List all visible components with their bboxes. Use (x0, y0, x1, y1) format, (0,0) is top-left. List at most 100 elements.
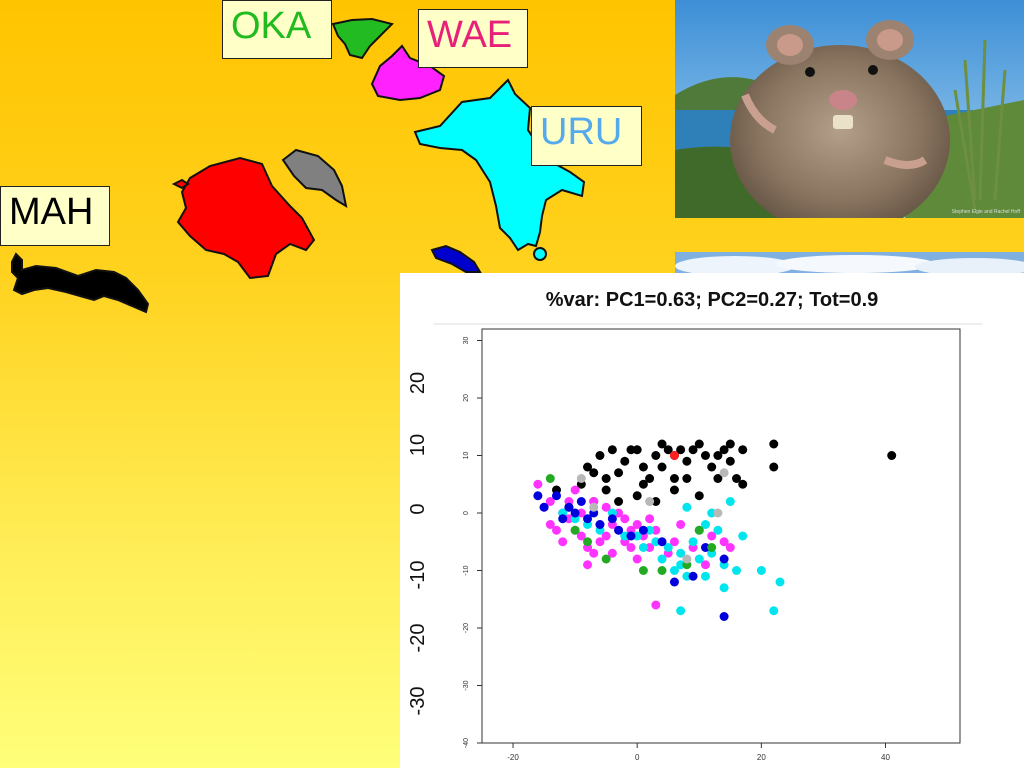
data-points (533, 439, 897, 621)
data-point (669, 537, 679, 547)
data-point (719, 554, 729, 564)
data-point (589, 548, 599, 558)
x-tick-label: 0 (635, 753, 640, 762)
data-point (583, 462, 593, 472)
data-point (682, 456, 692, 466)
data-point (725, 543, 735, 552)
data-point (663, 445, 673, 455)
data-point (583, 560, 593, 570)
y-tick-label: -10 (463, 565, 470, 575)
data-point (682, 502, 692, 512)
data-point (725, 439, 735, 449)
y-tick-label: 0 (463, 511, 470, 515)
y-outer-tick-label: 10 (407, 434, 429, 456)
data-point (645, 525, 655, 535)
data-point (533, 479, 543, 489)
data-point (564, 514, 574, 524)
data-point (595, 451, 605, 460)
data-point (707, 508, 717, 518)
data-point (700, 543, 710, 552)
data-point (657, 462, 667, 472)
island-blue (430, 244, 482, 273)
data-point (638, 479, 648, 489)
y-tick-label: 20 (463, 394, 470, 402)
data-point (887, 451, 897, 460)
data-point (651, 537, 661, 547)
data-point (558, 514, 568, 524)
data-point (545, 497, 555, 506)
label-mah: MAH (0, 186, 110, 246)
data-point (769, 606, 779, 616)
island-red (176, 156, 316, 280)
data-point (564, 502, 574, 512)
y-tick-label: -30 (463, 680, 470, 690)
data-point (601, 502, 611, 512)
data-point (539, 502, 549, 512)
data-point (545, 474, 555, 483)
data-point (713, 474, 723, 483)
data-point (551, 491, 561, 501)
data-point (657, 439, 667, 449)
data-point (601, 554, 611, 564)
data-point (694, 525, 704, 535)
y-axis-outer: 20 10 0 -10 -20 -30 (407, 372, 429, 716)
data-point (651, 451, 661, 460)
data-point (601, 485, 611, 495)
data-point (769, 439, 779, 449)
data-point (651, 525, 661, 535)
data-point (570, 485, 580, 495)
label-oka-text: OKA (231, 5, 312, 47)
data-point (576, 497, 586, 506)
data-point (614, 508, 624, 518)
data-point (632, 445, 642, 455)
data-point (688, 571, 698, 581)
data-point (688, 445, 698, 455)
data-point (663, 543, 673, 552)
data-point (595, 520, 605, 529)
data-point (707, 543, 717, 552)
chart-title: %var: PC1=0.63; PC2=0.27; Tot=0.9 (545, 289, 879, 311)
data-point (676, 548, 686, 558)
data-point (682, 554, 692, 564)
data-point (707, 462, 717, 472)
plot-frame (481, 328, 961, 744)
data-point (682, 474, 692, 483)
data-point (576, 531, 586, 541)
data-point (725, 497, 735, 506)
data-point (589, 502, 599, 512)
data-point (570, 525, 580, 535)
data-point (756, 566, 766, 575)
data-point (769, 462, 779, 472)
data-point (626, 543, 636, 552)
island-wae (370, 44, 446, 102)
data-point (576, 474, 586, 483)
data-point (676, 560, 686, 570)
islet-red (171, 178, 190, 190)
y-outer-tick-label: -30 (407, 687, 429, 716)
sky-photo-strip (675, 252, 1024, 274)
x-tick-label: 40 (881, 753, 890, 762)
data-point (732, 474, 742, 483)
data-point (713, 525, 723, 535)
data-point (632, 520, 642, 529)
data-point (620, 514, 630, 524)
data-point (676, 606, 686, 616)
y-outer-tick-label: 20 (407, 372, 429, 394)
data-point (607, 514, 617, 524)
label-uru: URU (531, 106, 642, 166)
y-outer-tick-label: 0 (407, 503, 429, 514)
data-point (607, 445, 617, 455)
data-point (700, 451, 710, 460)
data-point (719, 612, 729, 621)
data-point (669, 577, 679, 587)
data-point (570, 508, 580, 518)
data-point (719, 468, 729, 478)
data-point (638, 543, 648, 552)
data-point (688, 537, 698, 547)
data-point (775, 577, 785, 587)
data-point (632, 531, 642, 541)
data-point (583, 514, 593, 524)
y-tick-label: 10 (463, 452, 470, 460)
data-point (645, 514, 655, 524)
data-point (638, 462, 648, 472)
